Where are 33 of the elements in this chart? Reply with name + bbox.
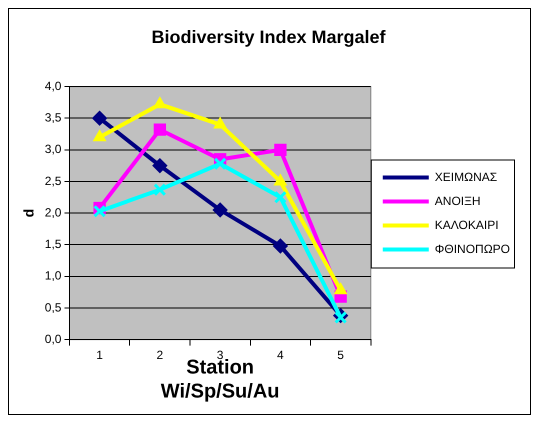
y-tick-label: 2,0	[44, 205, 62, 220]
y-tick-label: 2,5	[44, 174, 62, 188]
y-tick-label: 0,0	[44, 332, 62, 346]
y-tick-label: 4,0	[44, 78, 62, 93]
chart-title: Biodiversity Index Margalef	[151, 26, 387, 47]
point	[92, 110, 108, 126]
point	[153, 183, 166, 196]
point	[152, 158, 168, 174]
y-axis-title: d	[20, 208, 36, 218]
y-tick-label: 3,5	[44, 110, 62, 125]
point	[154, 123, 166, 136]
y-tick-label: 1,0	[44, 268, 62, 283]
legend-label: ΧΕΙΜΩΝΑΣ	[434, 170, 498, 184]
point	[93, 130, 106, 142]
y-tick-label: 0,5	[44, 300, 62, 314]
point	[274, 190, 287, 204]
x-tick-label: 5	[337, 348, 344, 362]
point	[214, 157, 227, 170]
point	[274, 144, 287, 156]
point	[334, 311, 348, 324]
point	[93, 204, 106, 218]
x-tick-label: 2	[156, 348, 164, 362]
legend-label: ΚΑΛΟΚΑΙΡΙ	[434, 218, 499, 232]
x-tick-label: 4	[277, 348, 284, 362]
point	[214, 117, 227, 129]
legend-label: ΦΘΙΝΟΠΩΡΟ	[434, 242, 510, 256]
y-tick-label: 3,0	[44, 142, 62, 156]
y-tick-label: 1,5	[44, 237, 62, 252]
point	[272, 238, 288, 254]
point	[153, 96, 166, 108]
legend-label: ΑΝΟΙΞΗ	[434, 194, 481, 208]
point	[212, 202, 228, 218]
x-tick-label: 1	[96, 348, 104, 362]
